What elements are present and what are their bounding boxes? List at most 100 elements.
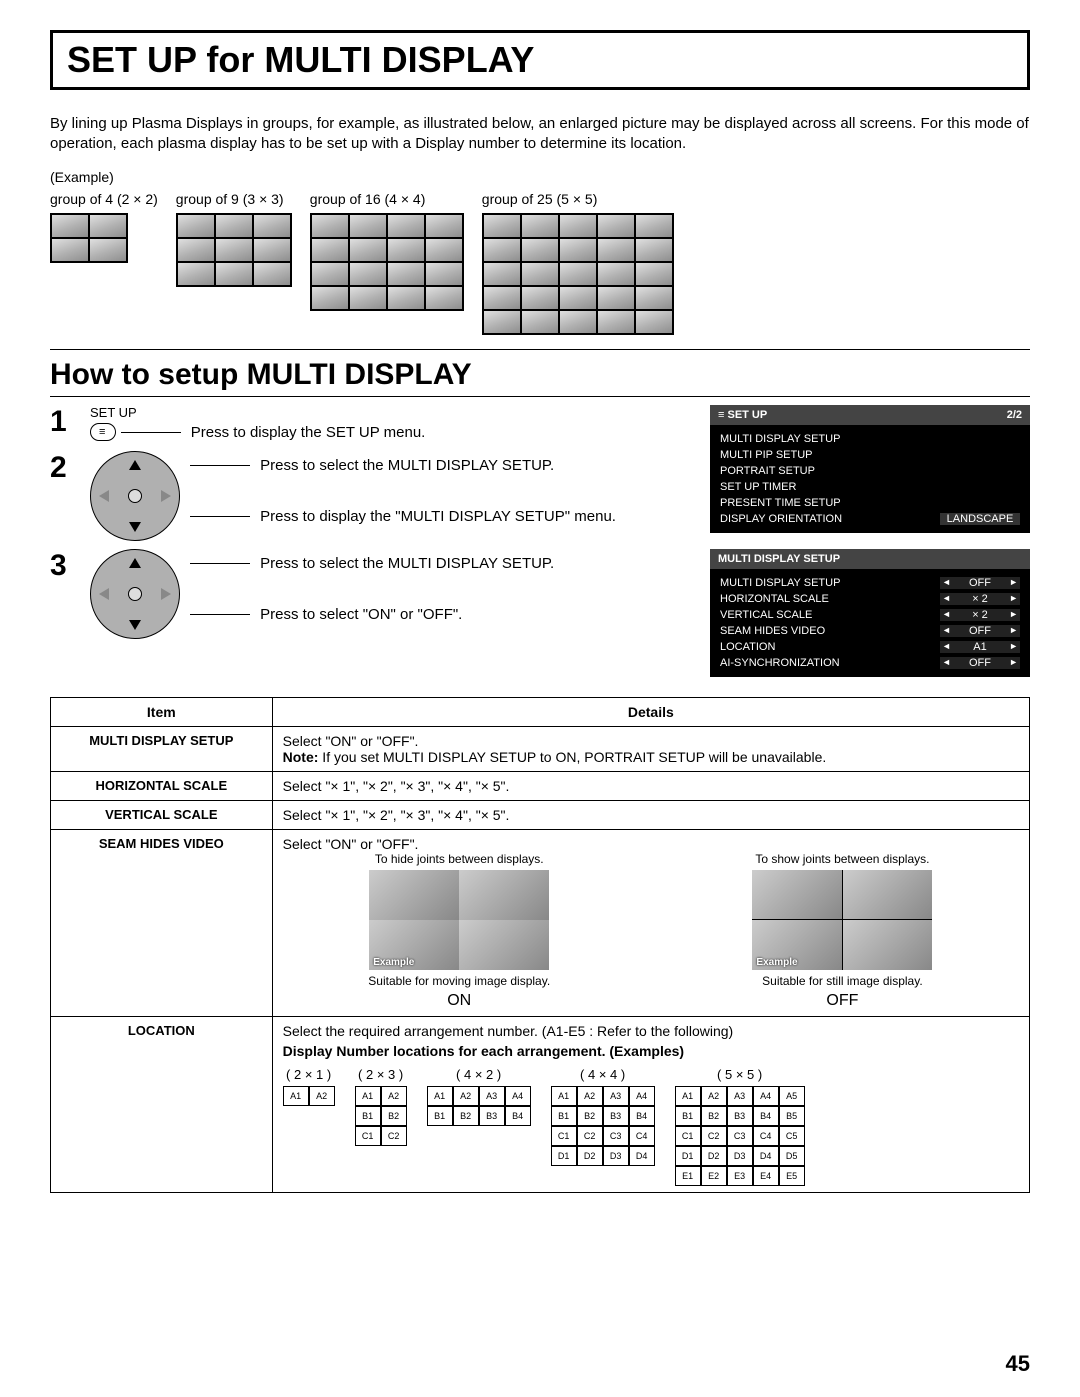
example-tile — [522, 263, 558, 285]
location-cell: B2 — [381, 1106, 407, 1126]
step-3-text-1: Press to select the MULTI DISPLAY SETUP. — [260, 555, 554, 572]
location-cell: B2 — [577, 1106, 603, 1126]
example-group: group of 25 (5 × 5) — [482, 191, 674, 335]
seam-suitable-off: Suitable for still image display. — [666, 974, 1019, 988]
osd-setup-title: SET UP — [718, 409, 767, 421]
example-tile — [522, 287, 558, 309]
table-item: HORIZONTAL SCALE — [51, 771, 273, 800]
location-cell: B1 — [551, 1106, 577, 1126]
example-tile — [484, 239, 520, 261]
table-row: VERTICAL SCALESelect "× 1", "× 2", "× 3"… — [51, 800, 1030, 829]
location-cell: B2 — [701, 1106, 727, 1126]
table-note-prefix: Note: — [283, 749, 319, 765]
location-cell: D5 — [779, 1146, 805, 1166]
seam-image-off: Example — [752, 870, 932, 970]
location-block: ( 2 × 3 )A1A2B1B2C1C2 — [355, 1067, 407, 1146]
example-tile — [312, 263, 348, 285]
osd-panels: SET UP 2/2 MULTI DISPLAY SETUPMULTI PIP … — [710, 405, 1030, 677]
example-tile — [254, 239, 290, 261]
location-cell: C2 — [577, 1126, 603, 1146]
table-details-text: Select "ON" or "OFF". — [283, 733, 419, 749]
table-details-seam: Select "ON" or "OFF". To hide joints bet… — [272, 829, 1029, 1016]
osd-menu-item: SET UP TIMER — [720, 479, 1020, 495]
example-tile — [560, 287, 596, 309]
section-title: How to setup MULTI DISPLAY — [50, 358, 1030, 397]
step-1-text: Press to display the SET UP menu. — [191, 424, 426, 441]
seam-image-on: Example — [369, 870, 549, 970]
example-tile — [350, 239, 386, 261]
step-2-text-2: Press to display the "MULTI DISPLAY SETU… — [260, 508, 616, 525]
seam-off-label: OFF — [666, 992, 1019, 1010]
location-cell: B1 — [427, 1106, 453, 1126]
seam-text: Select "ON" or "OFF". — [283, 836, 419, 852]
table-details: Select "ON" or "OFF".Note: If you set MU… — [272, 726, 1029, 771]
example-group-label: group of 25 (5 × 5) — [482, 191, 674, 207]
example-tile — [426, 263, 462, 285]
location-cell: A5 — [779, 1086, 805, 1106]
step-2: 2 Press to select the MULTI DISPLAY SETU… — [50, 451, 690, 541]
location-cell: C5 — [779, 1126, 805, 1146]
example-group-label: group of 9 (3 × 3) — [176, 191, 292, 207]
step-3: 3 Press to select the MULTI DISPLAY SETU… — [50, 549, 690, 639]
example-tile — [522, 239, 558, 261]
location-cell: A1 — [551, 1086, 577, 1106]
location-cell: C4 — [753, 1126, 779, 1146]
location-cell: A1 — [355, 1086, 381, 1106]
example-group: group of 9 (3 × 3) — [176, 191, 292, 287]
intro-text: By lining up Plasma Displays in groups, … — [50, 114, 1030, 155]
location-heading: Display Number locations for each arrang… — [283, 1043, 1019, 1059]
leader-line — [190, 614, 250, 615]
location-cell: C1 — [355, 1126, 381, 1146]
example-tile — [52, 215, 88, 237]
osd-menu-label: MULTI DISPLAY SETUP — [720, 433, 1020, 445]
example-tile — [312, 287, 348, 309]
page-title: SET UP for MULTI DISPLAY — [67, 39, 1013, 81]
table-details-text: Select "× 1", "× 2", "× 3", "× 4", "× 5"… — [283, 807, 510, 823]
osd-menu-label: PORTRAIT SETUP — [720, 465, 1020, 477]
osd-menu-label: AI-SYNCHRONIZATION — [720, 657, 934, 669]
example-group: group of 16 (4 × 4) — [310, 191, 464, 311]
example-groups: group of 4 (2 × 2) group of 9 (3 × 3) grou… — [50, 191, 1030, 335]
osd-menu-item: MULTI PIP SETUP — [720, 447, 1020, 463]
example-tile — [560, 239, 596, 261]
step-1: 1 SET UP Press to display the SET UP men… — [50, 405, 690, 443]
osd-menu-item: VERTICAL SCALE× 2 — [720, 607, 1020, 623]
table-details-location: Select the required arrangement number. … — [272, 1016, 1029, 1192]
osd-menu-label: MULTI PIP SETUP — [720, 449, 1020, 461]
table-row: HORIZONTAL SCALESelect "× 1", "× 2", "× … — [51, 771, 1030, 800]
location-cell: A2 — [453, 1086, 479, 1106]
location-cell: A2 — [701, 1086, 727, 1106]
page-number: 45 — [1006, 1351, 1030, 1377]
example-tile — [426, 287, 462, 309]
location-cell: A1 — [427, 1086, 453, 1106]
example-tile — [216, 239, 252, 261]
location-grid: A1A2A3A4B1B2B3B4 — [427, 1086, 531, 1126]
location-cell: B3 — [603, 1106, 629, 1126]
step-2-text-1: Press to select the MULTI DISPLAY SETUP. — [260, 457, 554, 474]
example-group-label: group of 4 (2 × 2) — [50, 191, 158, 207]
location-cell: B3 — [727, 1106, 753, 1126]
example-tile — [636, 287, 672, 309]
example-tile — [254, 215, 290, 237]
location-cell: E4 — [753, 1166, 779, 1186]
example-tile — [350, 287, 386, 309]
location-cell: B1 — [675, 1106, 701, 1126]
leader-line — [190, 563, 250, 564]
osd-menu-label: HORIZONTAL SCALE — [720, 593, 934, 605]
table-item-location: LOCATION — [51, 1016, 273, 1192]
location-cell: D1 — [551, 1146, 577, 1166]
seam-example-label: Example — [756, 957, 797, 968]
step-3-text-2: Press to select "ON" or "OFF". — [260, 606, 462, 623]
example-tile — [350, 215, 386, 237]
example-tile — [350, 263, 386, 285]
location-cell: A2 — [309, 1086, 335, 1106]
example-tile — [522, 311, 558, 333]
location-grid-label: ( 4 × 2 ) — [427, 1067, 531, 1082]
example-tile — [388, 215, 424, 237]
osd-multi-display-menu: MULTI DISPLAY SETUP MULTI DISPLAY SETUPO… — [710, 549, 1030, 677]
osd-menu-item: LOCATIONA1 — [720, 639, 1020, 655]
example-tile — [90, 215, 126, 237]
location-grid-label: ( 2 × 3 ) — [355, 1067, 407, 1082]
location-grid: A1A2A3A4B1B2B3B4C1C2C3C4D1D2D3D4 — [551, 1086, 655, 1166]
osd-menu-item: MULTI DISPLAY SETUPOFF — [720, 575, 1020, 591]
